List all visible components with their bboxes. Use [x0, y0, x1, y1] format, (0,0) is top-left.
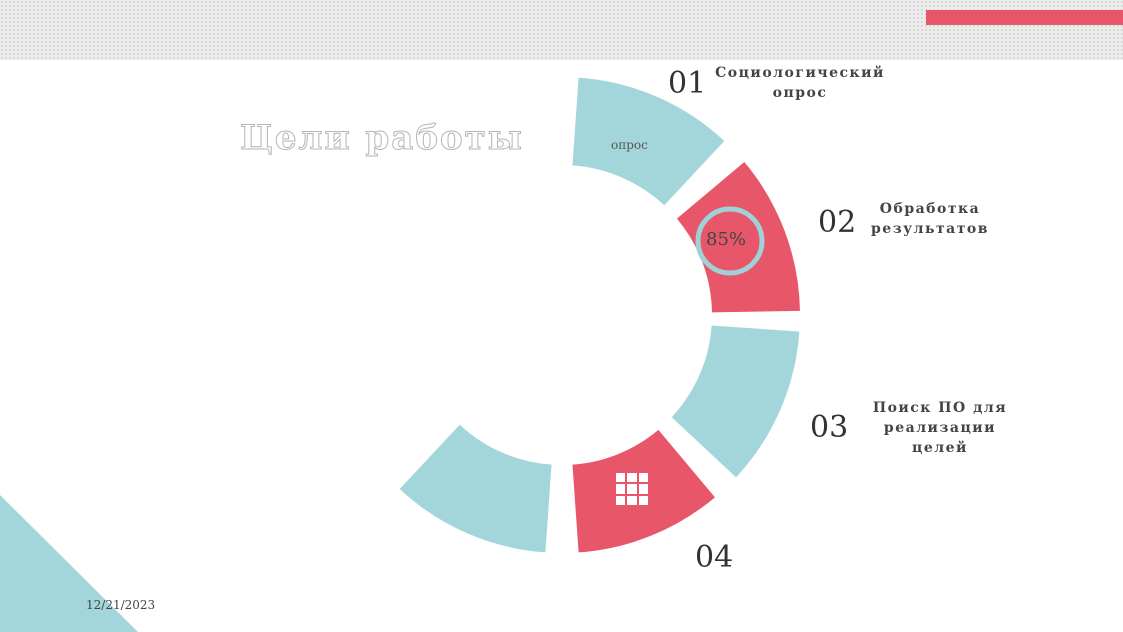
slide-title: Цели работы: [240, 118, 524, 159]
step-label-02: Обработка результатов: [870, 199, 990, 239]
step-number-03: 03: [810, 410, 849, 445]
accent-bar: [926, 10, 1123, 25]
step-number-01: 01: [668, 66, 707, 101]
step-label-03-line-2: реализации: [883, 420, 997, 436]
progress-ring: [695, 206, 765, 276]
slide-date: 12/21/2023: [86, 598, 156, 612]
step-label-03: Поиск ПО для реализации целей: [870, 398, 1010, 458]
step-label-02-line-1: Обработка: [879, 201, 981, 217]
corner-triangle: [0, 495, 138, 632]
segment-1-text: опрос: [611, 138, 648, 152]
step-label-01-line-1: Социологический: [715, 65, 885, 81]
step-label-03-line-1: Поиск ПО для: [872, 400, 1008, 416]
segment-1: [572, 77, 725, 206]
step-label-03-line-3: целей: [912, 440, 968, 456]
step-number-04: 04: [695, 540, 734, 575]
step-number-02: 02: [818, 205, 857, 240]
segment-2: [676, 162, 800, 313]
grid-icon: [616, 473, 648, 505]
step-label-01-line-2: опрос: [772, 85, 828, 101]
segment-3: [671, 325, 800, 478]
step-label-01: Социологический опрос: [715, 63, 885, 103]
segment-5: [399, 424, 552, 553]
step-label-02-line-2: результатов: [871, 221, 989, 237]
progress-percent: 85%: [706, 229, 747, 250]
